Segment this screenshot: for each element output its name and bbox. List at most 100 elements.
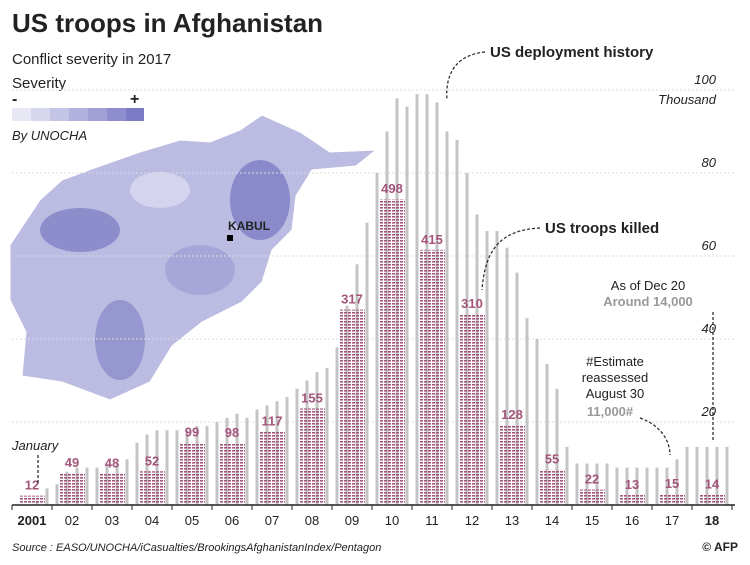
bar [725, 446, 729, 505]
killed-label: 498 [381, 181, 403, 196]
killed-label: 15 [665, 476, 679, 491]
map: KABUL [9, 114, 378, 401]
bar [245, 417, 249, 505]
scale-step [31, 108, 50, 121]
killed-tally [459, 313, 485, 503]
x-tick-label: 12 [465, 513, 479, 528]
x-tick-label: 06 [225, 513, 239, 528]
killed-label: 48 [105, 456, 119, 471]
x-tick-label: 13 [505, 513, 519, 528]
x-tick-label: 04 [145, 513, 159, 528]
killed-tally [139, 471, 165, 503]
map-region [165, 245, 235, 295]
x-tick-label: 08 [305, 513, 319, 528]
killed-label: 310 [461, 296, 483, 311]
y-tick-label: 80 [702, 155, 717, 170]
bar [595, 463, 599, 505]
arrow [446, 51, 486, 101]
scale-step [50, 108, 69, 121]
legend-title: Severity [12, 75, 67, 92]
bar [525, 318, 529, 505]
bar [375, 173, 379, 505]
killed-label: 415 [421, 232, 443, 247]
map-subtitle: Conflict severity in 2017 [12, 51, 171, 68]
bar [335, 347, 339, 505]
x-tick-label: 03 [105, 513, 119, 528]
x-tick-label: 11 [425, 513, 439, 528]
killed-tally [539, 469, 565, 503]
bar [415, 94, 419, 506]
bar [715, 446, 719, 505]
y-tick-label: 100 [694, 72, 716, 87]
annotation: As of Dec 20 [611, 278, 685, 293]
bar [365, 222, 369, 506]
killed-label: 117 [262, 414, 283, 429]
source: Source : EASO/UNOCHA/iCasualties/Brookin… [12, 542, 381, 554]
bar [655, 467, 659, 505]
bar [135, 442, 139, 505]
killed-tally [419, 249, 445, 503]
title: US troops in Afghanistan [12, 8, 323, 38]
bar [285, 397, 289, 505]
x-tick-label: 17 [665, 513, 679, 528]
y-tick-label: 20 [701, 404, 717, 419]
killed-label: 98 [225, 425, 239, 440]
x-tick-label: 10 [385, 513, 399, 528]
killed-tally [219, 443, 245, 503]
bar [645, 467, 649, 505]
map-credit: By UNOCHA [12, 128, 87, 143]
annotation: August 30 [586, 386, 645, 401]
killed-tally [379, 199, 405, 503]
killed-label: 14 [705, 476, 720, 491]
x-tick-label: 02 [65, 513, 79, 528]
bar [405, 106, 409, 505]
bar [705, 446, 709, 505]
arrow [639, 417, 671, 456]
killed-tally [619, 495, 645, 503]
scale-step [12, 108, 31, 121]
scale-step [88, 108, 107, 121]
annotation: #Estimate [586, 354, 644, 369]
legend-low: - [12, 91, 17, 108]
y-tick-label: 40 [702, 321, 717, 336]
killed-tally [699, 494, 725, 503]
killed-label: 55 [545, 451, 559, 466]
killed-tally [179, 442, 205, 503]
bar [505, 247, 509, 505]
bar [585, 463, 589, 505]
series-annotation: US deployment history [490, 44, 654, 61]
x-tick-label: 09 [345, 513, 359, 528]
scale-step [107, 108, 126, 121]
killed-tally [659, 493, 685, 503]
bar [555, 388, 559, 505]
killed-label: 49 [65, 455, 79, 470]
killed-tally [339, 309, 365, 503]
bar [455, 139, 459, 506]
bar [165, 430, 169, 505]
map-region [95, 300, 145, 380]
bar [95, 467, 99, 505]
x-tick-label: 14 [545, 513, 559, 528]
scale-step [126, 108, 144, 121]
annotation: reassessed [582, 370, 648, 385]
x-tick-label: 07 [265, 513, 279, 528]
map-region [230, 160, 290, 240]
bar [675, 459, 679, 505]
severity-scale [12, 108, 144, 121]
bar [155, 430, 159, 505]
x-tick-label: 16 [625, 513, 639, 528]
bar [325, 368, 329, 505]
bar [485, 231, 489, 505]
bar [145, 434, 149, 505]
bar [665, 467, 669, 505]
killed-tally [59, 473, 85, 503]
x-tick-label: 15 [585, 513, 599, 528]
bar [125, 459, 129, 505]
bar [565, 446, 569, 505]
killed-label: 317 [341, 292, 363, 307]
bar [295, 388, 299, 505]
annotation: Around 14,000 [603, 294, 693, 309]
x-tick-label: 18 [705, 513, 719, 528]
killed-tally [19, 495, 45, 503]
